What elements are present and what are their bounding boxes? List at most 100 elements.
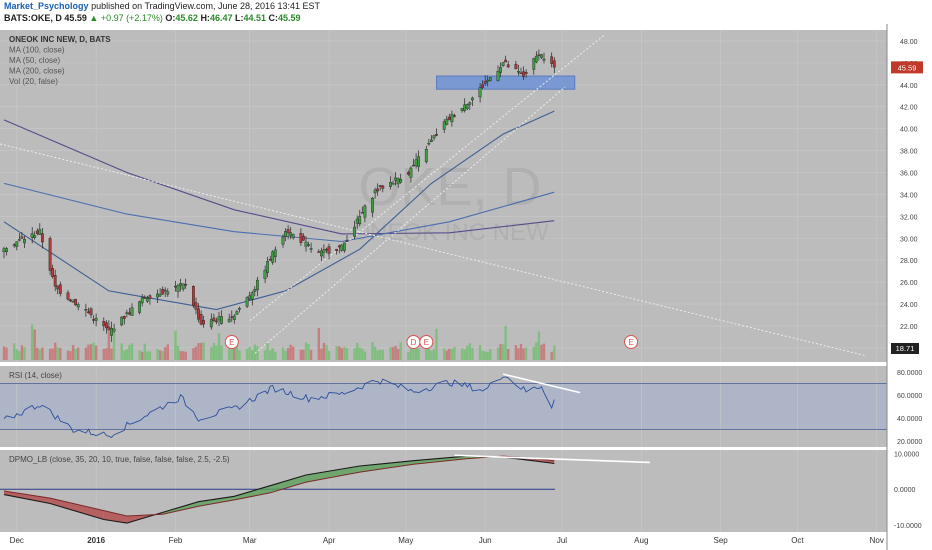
candle-body (125, 312, 129, 314)
rsi-divergence-line[interactable] (502, 373, 581, 394)
volume-bar (263, 350, 267, 360)
volume-bar (507, 349, 510, 360)
candle-body (322, 249, 326, 253)
dpmo-fill (50, 498, 104, 520)
candle-body (417, 156, 420, 167)
candle-body (353, 226, 356, 237)
volume-bar (407, 352, 410, 360)
candle-body (496, 70, 500, 81)
volume-bar (164, 347, 167, 360)
volume-bar (468, 343, 471, 360)
volume-bar (51, 348, 54, 360)
price-tick-label: 42.00 (900, 105, 918, 112)
candle-body (53, 275, 57, 287)
candle-body (176, 285, 180, 292)
candle-body (286, 229, 290, 234)
candle-body (432, 135, 436, 139)
candle-body (138, 301, 141, 313)
candle-body (33, 235, 37, 238)
volume-bar (148, 351, 152, 360)
volume-bar (289, 344, 292, 360)
candle-body (56, 285, 60, 290)
candle-body (38, 229, 42, 235)
legend-item: ONEOK INC NEW, D, BATS (9, 35, 111, 44)
price-tick-label: 24.00 (900, 302, 918, 309)
candle-body (325, 248, 328, 251)
candle-body (253, 289, 257, 292)
candle-body (524, 71, 528, 74)
candle-body (534, 55, 538, 63)
volume-bar (391, 347, 395, 360)
candle-body (235, 311, 239, 315)
candle-body (320, 250, 323, 257)
candle-body (471, 97, 474, 101)
volume-bar (537, 331, 541, 360)
candle-body (424, 148, 428, 163)
low-label: L: (234, 13, 244, 23)
volume-bar (486, 352, 489, 360)
volume-bar (335, 345, 338, 360)
candle-body (238, 308, 241, 310)
dpmo-tick-label: 10.0000 (894, 452, 919, 459)
earnings-marker[interactable] (624, 335, 639, 349)
author-link[interactable]: Market_Psychology (4, 1, 89, 11)
earnings-marker[interactable] (419, 335, 434, 349)
earnings-marker[interactable] (224, 335, 239, 349)
volume-bar (371, 342, 374, 360)
rsi-band (0, 383, 887, 430)
candle-body (140, 297, 144, 304)
volume-bar (542, 343, 546, 360)
volume-bar (102, 348, 105, 360)
downtrend-line[interactable] (0, 143, 866, 357)
legend-item: Vol (20, false) (9, 77, 58, 86)
candle-body (148, 295, 152, 299)
volume-bar (156, 349, 159, 360)
volume-bar (445, 350, 448, 360)
volume-bar (33, 329, 36, 360)
candle-body (35, 230, 39, 234)
ma-50-close-line (3, 110, 555, 311)
volume-bar (307, 344, 310, 360)
volume-bar (379, 349, 382, 360)
candle-body (17, 239, 21, 241)
volume-bar (5, 347, 8, 360)
volume-bar (396, 348, 400, 360)
time-tick-label: Oct (791, 536, 804, 545)
lower-channel-line[interactable] (254, 86, 566, 354)
volume-bar (281, 347, 285, 360)
volume-bar (128, 344, 131, 360)
volume-bar (253, 344, 256, 360)
candle-body (273, 249, 277, 257)
volume-bar (48, 348, 52, 360)
volume-bar (233, 348, 236, 360)
candle-body (66, 292, 70, 300)
volume-bar (453, 346, 456, 360)
candle-body (501, 62, 505, 66)
volume-bar (266, 343, 269, 360)
candle-body (340, 244, 344, 251)
candle-body (263, 270, 267, 279)
candle-body (409, 167, 413, 178)
volume-bar (353, 348, 356, 360)
volume-bar (92, 342, 95, 360)
earnings-marker-label: E (229, 338, 234, 347)
resistance-zone[interactable] (436, 75, 576, 90)
candle-body (184, 284, 188, 286)
volume-bar (460, 348, 464, 360)
candle-body (522, 71, 525, 77)
candle-body (94, 318, 98, 321)
volume-bar (105, 348, 108, 360)
candle-body (504, 59, 507, 63)
candle-body (41, 233, 44, 243)
legend-item: MA (50, close) (9, 56, 60, 65)
candle-body (122, 316, 126, 319)
dpmo-divergence-line[interactable] (454, 454, 651, 464)
volume-bar (381, 349, 384, 360)
candle-body (71, 301, 75, 303)
candle-body (355, 218, 359, 224)
candle-body (360, 211, 364, 214)
candle-body (407, 172, 410, 175)
candle-body (468, 102, 472, 105)
volume-bar (179, 351, 182, 360)
